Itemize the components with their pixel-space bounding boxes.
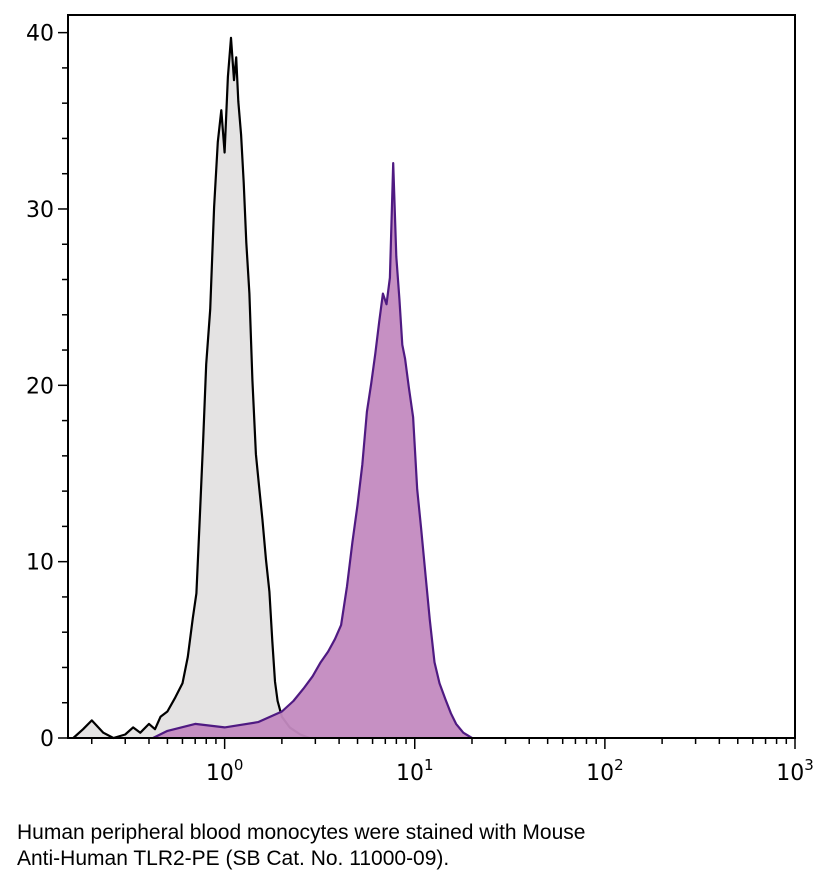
x-axis: 100 101 102 103 — [91, 738, 814, 786]
y-tick-label: 0 — [40, 727, 54, 752]
series-2-area — [153, 163, 472, 739]
y-tick-label: 30 — [26, 198, 54, 223]
y-axis: 0 10 20 30 40 — [26, 22, 68, 752]
caption-line-1: Human peripheral blood monocytes were st… — [17, 821, 586, 844]
y-tick-label: 20 — [26, 374, 54, 399]
series-2-line — [152, 162, 473, 739]
y-tick-label: 10 — [26, 551, 54, 576]
y-tick-label: 40 — [26, 22, 54, 47]
series-1-line — [72, 36, 311, 740]
x-tick-label: 101 — [396, 756, 434, 786]
plot-frame — [67, 14, 796, 739]
histogram-chart: 0 10 20 30 40 100 101 102 103 — [26, 14, 814, 786]
x-tick-label: 103 — [776, 756, 814, 786]
x-tick-label: 102 — [586, 756, 624, 786]
series-layer — [72, 36, 473, 740]
x-tick-label: 100 — [206, 756, 244, 786]
series-1-area — [73, 37, 310, 738]
figure-caption: Human peripheral blood monocytes were st… — [17, 820, 817, 872]
caption-line-2: Anti-Human TLR2-PE (SB Cat. No. 11000-09… — [17, 847, 450, 870]
